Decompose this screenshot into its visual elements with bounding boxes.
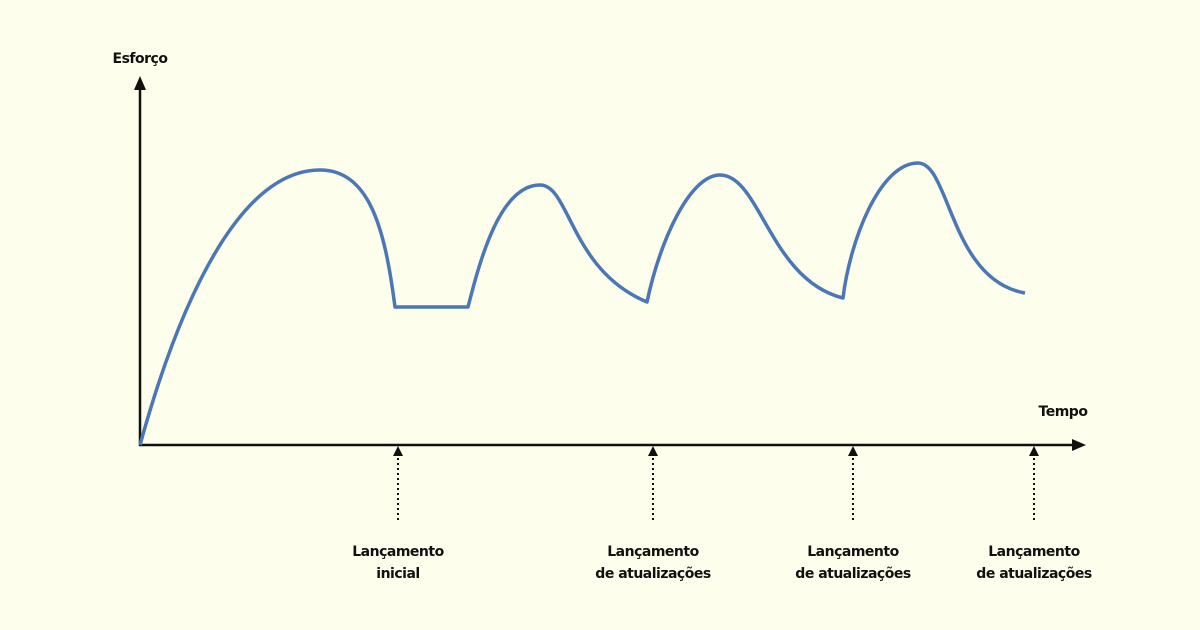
milestone-arrow: [648, 446, 658, 456]
milestone: Lançamento de atualizações: [595, 446, 711, 582]
y-axis-arrow: [134, 76, 146, 90]
milestone-label: inicial: [376, 566, 419, 582]
effort-curve: [138, 161, 1026, 446]
x-axis-arrow: [1072, 439, 1086, 451]
milestone-label: Lançamento: [988, 544, 1080, 560]
milestone-label: Lançamento: [607, 544, 699, 560]
milestone: Lançamento de atualizações: [976, 446, 1092, 582]
milestone: Lançamento de atualizações: [795, 446, 911, 582]
milestone-label: Lançamento: [807, 544, 899, 560]
y-axis-label: Esforço: [113, 51, 169, 67]
x-axis-label: Tempo: [1039, 404, 1089, 420]
milestone-arrow: [393, 446, 403, 456]
milestone-label: Lançamento: [352, 544, 444, 560]
milestone-label: de atualizações: [795, 566, 911, 582]
milestone-label: de atualizações: [976, 566, 1092, 582]
milestone-arrow: [848, 446, 858, 456]
milestone-arrow: [1029, 446, 1039, 456]
milestone-label: de atualizações: [595, 566, 711, 582]
milestone: Lançamento inicial: [352, 446, 445, 582]
